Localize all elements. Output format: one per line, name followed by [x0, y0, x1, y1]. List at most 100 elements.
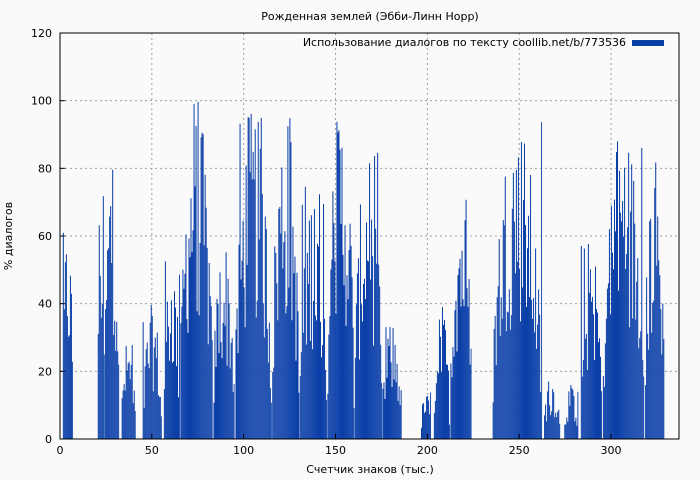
- bar: [301, 204, 303, 439]
- bar: [549, 405, 551, 439]
- bar: [531, 299, 533, 439]
- legend-swatch: [632, 40, 664, 46]
- bar: [381, 382, 383, 439]
- bar: [553, 392, 555, 439]
- bar: [465, 199, 467, 439]
- bar: [393, 379, 395, 439]
- bar: [275, 252, 277, 439]
- bar: [377, 152, 379, 439]
- bar: [109, 216, 111, 439]
- bar: [300, 352, 302, 439]
- bar: [400, 390, 402, 439]
- bar: [662, 303, 664, 439]
- bar: [118, 364, 120, 439]
- bar: [535, 248, 537, 439]
- bar: [352, 327, 354, 439]
- bar: [429, 414, 431, 439]
- bar: [508, 289, 510, 439]
- bar: [325, 369, 327, 439]
- bar: [228, 303, 230, 439]
- bar: [105, 309, 107, 439]
- bar: [302, 332, 304, 439]
- bar: [126, 370, 128, 439]
- bar: [143, 407, 145, 439]
- bar: [394, 344, 396, 439]
- bar: [192, 230, 194, 439]
- bar: [220, 342, 222, 439]
- bar: [516, 261, 518, 439]
- bar: [529, 297, 531, 439]
- bar: [159, 396, 161, 439]
- bar: [615, 151, 618, 440]
- bar: [462, 299, 464, 439]
- bar: [224, 325, 226, 439]
- bar: [151, 316, 153, 439]
- bar: [112, 169, 114, 439]
- bar: [426, 396, 428, 439]
- bar: [198, 315, 200, 439]
- bar: [582, 360, 584, 439]
- bar: [114, 320, 116, 439]
- bar: [310, 215, 312, 439]
- bar: [421, 427, 423, 439]
- bar: [564, 424, 566, 439]
- bar: [506, 311, 508, 439]
- bar: [337, 132, 339, 439]
- bar: [575, 417, 577, 439]
- bar: [133, 390, 135, 439]
- bar: [299, 376, 301, 439]
- bar: [493, 328, 495, 439]
- bar: [514, 273, 516, 439]
- bar: [646, 277, 648, 439]
- bar: [557, 411, 559, 439]
- bar: [391, 387, 393, 439]
- bar: [229, 368, 231, 439]
- bar: [600, 356, 602, 439]
- bar: [180, 323, 182, 439]
- bar: [259, 148, 261, 440]
- bar: [303, 268, 305, 439]
- bar: [382, 388, 384, 439]
- bar: [291, 320, 293, 439]
- bar: [422, 404, 424, 439]
- bar: [496, 297, 498, 439]
- bar: [437, 373, 439, 439]
- bar: [219, 272, 221, 439]
- bar: [168, 360, 170, 439]
- bar: [524, 224, 526, 439]
- bar: [539, 314, 541, 439]
- bar: [605, 318, 607, 439]
- bar: [519, 321, 521, 439]
- bar: [324, 318, 326, 439]
- bar: [608, 229, 610, 439]
- bar: [610, 205, 612, 439]
- bar: [201, 132, 203, 439]
- bar: [621, 221, 623, 439]
- bar: [250, 113, 252, 439]
- bar: [330, 269, 332, 439]
- bar: [210, 305, 212, 439]
- bar: [581, 376, 583, 439]
- bar: [589, 269, 591, 439]
- bar: [99, 275, 101, 439]
- bar: [69, 275, 71, 439]
- bar: [569, 405, 571, 439]
- bar: [227, 278, 229, 439]
- bar: [428, 400, 430, 439]
- bar: [657, 216, 659, 439]
- bar: [656, 265, 658, 439]
- bar: [211, 340, 213, 439]
- bar: [242, 220, 244, 439]
- bar: [527, 248, 529, 439]
- bar: [103, 354, 105, 439]
- bar: [348, 250, 350, 439]
- bar: [294, 256, 296, 439]
- bar: [197, 101, 199, 440]
- bar: [461, 250, 463, 439]
- bar: [373, 345, 375, 439]
- bar: [190, 198, 192, 439]
- bar: [195, 125, 197, 439]
- bar: [358, 359, 360, 439]
- bar: [613, 199, 615, 439]
- bar: [121, 398, 123, 439]
